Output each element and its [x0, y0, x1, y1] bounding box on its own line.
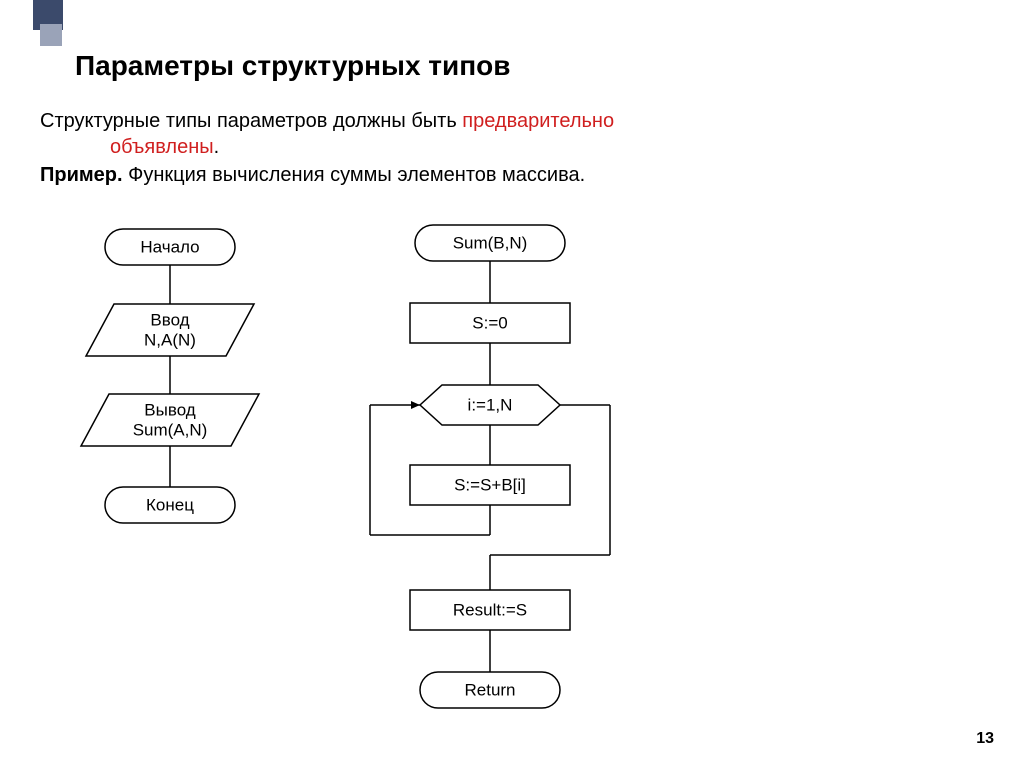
- body-line-1-pre: Структурные типы параметров должны быть: [40, 110, 462, 132]
- body-line-2-hl: объявлены: [110, 136, 214, 158]
- svg-text:Sum(B,N): Sum(B,N): [453, 233, 528, 252]
- flowchart-left: Начало ВводN,A(N) ВыводSum(A,N) Конец: [60, 215, 280, 585]
- svg-text:Result:=S: Result:=S: [453, 600, 527, 619]
- page-number: 13: [976, 730, 994, 748]
- svg-text:Вывод: Вывод: [144, 400, 195, 419]
- body-line-3: Пример. Функция вычисления суммы элемент…: [40, 164, 585, 187]
- body-line-2: объявлены.: [110, 136, 219, 159]
- body-line-1: Структурные типы параметров должны быть …: [40, 110, 614, 133]
- svg-text:Конец: Конец: [146, 495, 194, 514]
- flowchart-right: Sum(B,N) S:=0 i:=1,N S:=S+B[i] Result:=S Retu…: [330, 215, 660, 735]
- svg-text:Начало: Начало: [140, 237, 199, 256]
- body-line-2-post: .: [214, 136, 220, 158]
- slide-title: Параметры структурных типов: [75, 50, 510, 82]
- svg-text:i:=1,N: i:=1,N: [468, 395, 513, 414]
- decor-box-2: [40, 24, 62, 46]
- svg-text:S:=S+B[i]: S:=S+B[i]: [454, 475, 526, 494]
- svg-text:Ввод: Ввод: [150, 310, 189, 329]
- body-line-3-rest: Функция вычисления суммы элементов масси…: [123, 164, 586, 186]
- svg-text:Sum(A,N): Sum(A,N): [133, 420, 208, 439]
- svg-text:Return: Return: [464, 680, 515, 699]
- svg-text:N,A(N): N,A(N): [144, 330, 196, 349]
- body-line-3-bold: Пример.: [40, 164, 123, 186]
- svg-text:S:=0: S:=0: [472, 313, 507, 332]
- body-line-1-hl: предварительно: [462, 110, 614, 132]
